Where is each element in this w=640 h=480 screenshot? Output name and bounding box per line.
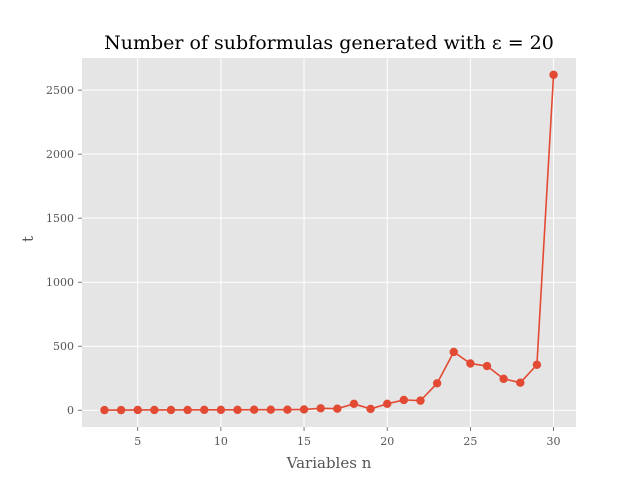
y-tick-label: 0 xyxy=(67,404,74,417)
data-point xyxy=(432,379,442,388)
y-tick-label: 1500 xyxy=(46,212,74,225)
chart-title: Number of subformulas generated with ε =… xyxy=(104,32,554,54)
x-tick-label: 15 xyxy=(297,435,311,448)
data-point xyxy=(133,405,142,415)
x-tick-label: 20 xyxy=(380,435,394,448)
data-point xyxy=(499,374,508,384)
data-point xyxy=(449,347,458,357)
data-point xyxy=(532,360,542,369)
data-point xyxy=(249,405,259,414)
data-point xyxy=(233,405,242,415)
data-point xyxy=(216,405,226,415)
data-point xyxy=(183,405,192,415)
x-tick-label: 10 xyxy=(214,435,228,448)
data-point xyxy=(283,405,292,414)
x-tick-label: 25 xyxy=(463,435,477,448)
y-axis-label: t xyxy=(19,236,37,242)
data-point xyxy=(266,405,275,414)
x-axis-label: Variables n xyxy=(286,454,372,472)
y-tick-label: 2000 xyxy=(46,148,74,161)
data-point xyxy=(466,359,475,368)
data-point xyxy=(549,70,558,79)
data-point xyxy=(100,405,109,415)
y-tick-label: 1000 xyxy=(46,276,74,289)
data-point xyxy=(200,405,209,415)
data-point xyxy=(516,378,525,387)
data-point xyxy=(150,405,159,415)
data-point xyxy=(383,399,392,409)
data-point xyxy=(116,405,126,415)
data-point xyxy=(399,395,409,405)
y-tick-label: 2500 xyxy=(46,84,74,97)
axis-ticks: 5 10 15 20 25 30 0 500 1000 1500 2000 2500 xyxy=(46,84,561,448)
data-point xyxy=(316,404,325,413)
data-point xyxy=(349,399,359,409)
data-point xyxy=(299,405,309,414)
x-tick-label: 5 xyxy=(134,435,141,448)
series xyxy=(100,70,558,415)
y-tick-label: 500 xyxy=(53,340,74,353)
plot-background xyxy=(82,58,576,427)
data-point xyxy=(333,404,342,413)
data-point xyxy=(366,404,375,414)
data-point xyxy=(482,361,492,371)
series-line xyxy=(104,74,555,411)
data-point xyxy=(166,405,176,415)
x-tick-label: 30 xyxy=(547,435,561,448)
data-point xyxy=(416,396,425,405)
